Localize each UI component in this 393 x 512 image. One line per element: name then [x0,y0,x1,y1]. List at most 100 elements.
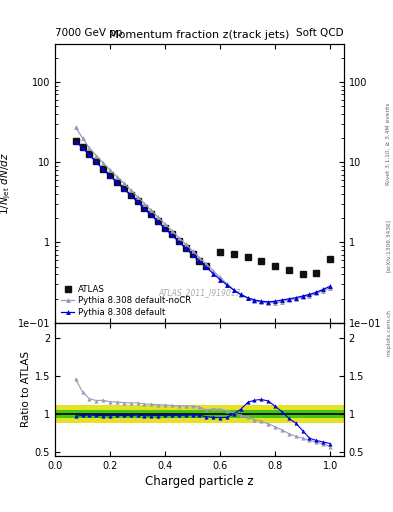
Pythia 8.308 default [239,291,243,297]
Pythia 8.308 default-noCR [300,294,305,300]
Pythia 8.308 default-noCR [321,288,326,294]
ATLAS [101,165,105,172]
Pythia 8.308 default [190,252,195,258]
Pythia 8.308 default-noCR [94,153,99,159]
Pythia 8.308 default [286,296,291,302]
Pythia 8.308 default-noCR [176,234,181,241]
Text: Soft QCD: Soft QCD [296,28,344,38]
Pythia 8.308 default-noCR [163,221,167,227]
Pythia 8.308 default [273,298,277,304]
Pythia 8.308 default-noCR [252,297,257,304]
ATLAS [197,258,202,264]
Text: ATLAS_2011_I919017: ATLAS_2011_I919017 [158,289,241,297]
Pythia 8.308 default-noCR [225,281,230,287]
Pythia 8.308 default-noCR [266,300,271,306]
Pythia 8.308 default-noCR [87,145,92,151]
Pythia 8.308 default [121,186,126,192]
ATLAS [80,144,85,150]
Pythia 8.308 default [204,264,209,270]
Y-axis label: Ratio to ATLAS: Ratio to ATLAS [20,351,31,428]
ATLAS [184,245,188,251]
Pythia 8.308 default [94,159,99,165]
ATLAS [314,270,319,276]
Pythia 8.308 default [115,179,119,185]
Pythia 8.308 default-noCR [142,201,147,207]
ATLAS [245,254,250,261]
Line: ATLAS: ATLAS [73,138,333,276]
ATLAS [328,256,332,262]
ATLAS [273,263,277,269]
Pythia 8.308 default-noCR [73,124,78,131]
ATLAS [129,191,133,198]
ATLAS [142,205,147,211]
Pythia 8.308 default-noCR [184,241,188,247]
Pythia 8.308 default [293,294,298,301]
Text: 7000 GeV pp: 7000 GeV pp [55,28,123,38]
Pythia 8.308 default-noCR [239,291,243,297]
Text: mcplots.cern.ch: mcplots.cern.ch [386,309,391,356]
Y-axis label: $1/N_\mathrm{jet}\ dN/dz$: $1/N_\mathrm{jet}\ dN/dz$ [0,152,13,215]
Pythia 8.308 default [184,245,188,251]
Pythia 8.308 default-noCR [170,228,174,234]
Pythia 8.308 default-noCR [280,298,285,305]
Pythia 8.308 default [197,258,202,264]
Pythia 8.308 default [156,219,161,225]
X-axis label: Charged particle z: Charged particle z [145,475,254,488]
Pythia 8.308 default-noCR [156,214,161,220]
Line: Pythia 8.308 default: Pythia 8.308 default [73,139,332,304]
ATLAS [108,172,112,178]
Pythia 8.308 default-noCR [328,285,332,291]
ATLAS [135,198,140,204]
Text: Rivet 3.1.10, ≥ 3.4M events: Rivet 3.1.10, ≥ 3.4M events [386,102,391,185]
ATLAS [156,218,161,224]
ATLAS [121,185,126,191]
Pythia 8.308 default [328,283,332,289]
ATLAS [163,225,167,231]
Pythia 8.308 default [266,299,271,305]
Pythia 8.308 default-noCR [314,290,319,296]
Pythia 8.308 default [307,291,312,297]
ATLAS [170,231,174,238]
Pythia 8.308 default [73,139,78,145]
Pythia 8.308 default [101,166,105,173]
ATLAS [115,179,119,185]
Pythia 8.308 default-noCR [293,296,298,302]
Pythia 8.308 default [300,293,305,299]
Pythia 8.308 default [280,297,285,303]
ATLAS [218,248,222,254]
ATLAS [176,238,181,244]
Pythia 8.308 default [163,225,167,231]
Pythia 8.308 default-noCR [231,287,236,293]
Pythia 8.308 default [108,173,112,179]
Pythia 8.308 default [225,282,230,288]
Pythia 8.308 default-noCR [307,292,312,298]
Pythia 8.308 default [142,206,147,212]
Pythia 8.308 default-noCR [149,207,154,214]
Pythia 8.308 default-noCR [108,167,112,173]
Pythia 8.308 default-noCR [245,295,250,301]
Pythia 8.308 default [231,287,236,293]
Pythia 8.308 default [149,212,154,218]
Pythia 8.308 default [211,270,216,276]
Pythia 8.308 default [314,289,319,295]
Pythia 8.308 default [259,298,264,304]
Pythia 8.308 default-noCR [286,297,291,304]
Pythia 8.308 default-noCR [259,299,264,305]
ATLAS [300,270,305,276]
Pythia 8.308 default [218,276,222,283]
Pythia 8.308 default-noCR [129,187,133,193]
Pythia 8.308 default-noCR [101,160,105,166]
Pythia 8.308 default-noCR [135,194,140,200]
Text: [arXiv:1306.3436]: [arXiv:1306.3436] [386,219,391,272]
ATLAS [94,158,99,164]
Pythia 8.308 default-noCR [115,174,119,180]
Pythia 8.308 default-noCR [273,300,277,306]
Pythia 8.308 default [129,192,133,198]
Pythia 8.308 default [252,297,257,303]
ATLAS [259,259,264,265]
ATLAS [73,138,78,144]
Pythia 8.308 default-noCR [204,261,209,267]
ATLAS [87,151,92,157]
Pythia 8.308 default-noCR [218,274,222,281]
Pythia 8.308 default [245,294,250,301]
